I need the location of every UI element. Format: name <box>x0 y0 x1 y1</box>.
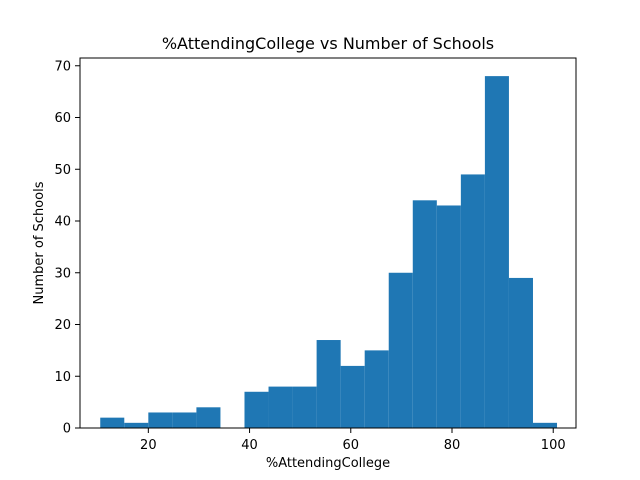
y-axis-ticks: 0 10 20 30 40 50 60 70 <box>54 59 80 437</box>
x-tick-label: 80 <box>444 438 461 453</box>
histogram-bar <box>364 350 389 428</box>
x-axis-ticks: 20 40 60 80 100 <box>140 428 566 453</box>
histogram-bar <box>100 417 125 428</box>
y-tick-label: 50 <box>54 163 71 178</box>
histogram-bar <box>388 272 413 428</box>
histogram-bar <box>148 412 173 428</box>
histogram-bar <box>292 386 317 428</box>
y-tick-label: 20 <box>54 318 71 333</box>
histogram-bar <box>340 365 365 428</box>
x-tick-label: 40 <box>241 438 258 453</box>
x-tick-label: 20 <box>140 438 157 453</box>
plot-frame <box>79 57 577 429</box>
y-tick-label: 30 <box>54 266 71 281</box>
y-tick-label: 0 <box>63 422 71 437</box>
histogram-bar <box>244 391 269 428</box>
histogram-bar <box>508 277 533 428</box>
y-tick-label: 60 <box>54 111 71 126</box>
y-tick-label: 10 <box>54 370 71 385</box>
histogram-bar <box>460 174 485 428</box>
bars-group <box>100 76 558 429</box>
y-axis-label: Number of Schools <box>32 181 47 304</box>
y-tick-label: 40 <box>54 215 71 230</box>
histogram-bar <box>436 205 461 428</box>
y-tick-label: 70 <box>54 59 71 74</box>
histogram-bar <box>412 200 437 428</box>
histogram-bar <box>316 340 341 428</box>
x-tick-label: 100 <box>541 438 566 453</box>
histogram-bar <box>124 422 149 428</box>
x-axis-label: %AttendingCollege <box>266 456 390 471</box>
histogram-bar <box>532 422 558 428</box>
histogram-bar <box>484 76 509 429</box>
histogram-bar <box>196 407 221 428</box>
histogram-bar <box>172 412 197 428</box>
histogram-bar <box>268 386 293 428</box>
chart-title: %AttendingCollege vs Number of Schools <box>162 34 494 53</box>
x-tick-label: 60 <box>343 438 360 453</box>
